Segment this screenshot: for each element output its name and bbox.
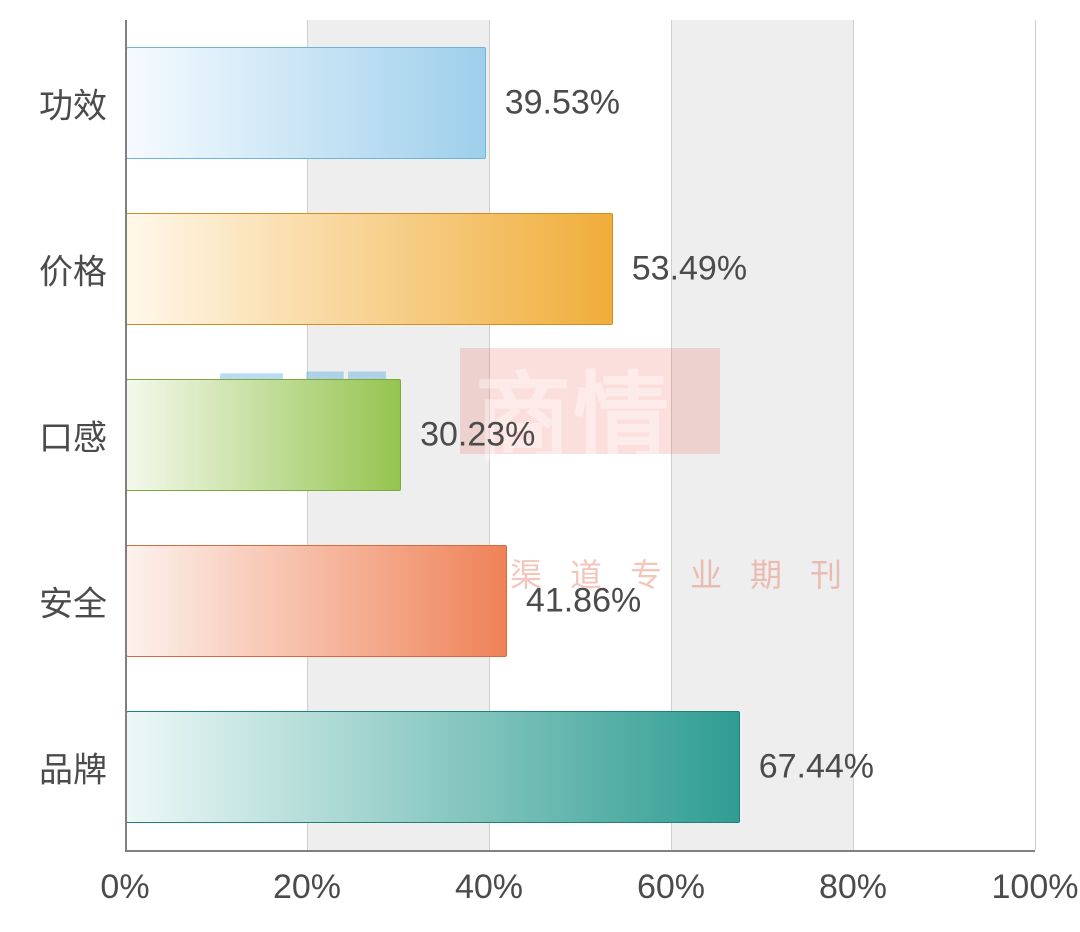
bar-value-label: 39.53% — [505, 84, 620, 123]
x-axis-label: 0% — [100, 868, 149, 907]
y-axis-label: 安全 — [39, 577, 107, 626]
bar-2 — [126, 379, 401, 492]
x-axis-line — [125, 850, 1035, 852]
grid-line — [853, 20, 854, 850]
y-axis-label: 价格 — [39, 245, 107, 294]
x-axis-label: 40% — [455, 868, 523, 907]
bar-4 — [126, 711, 740, 824]
chart-container: 母婴 商情 中国母婴行业渠道专业期刊 39.53%53.49%30.23%41.… — [0, 0, 1080, 932]
x-axis-label: 60% — [637, 868, 705, 907]
x-axis-label: 100% — [992, 868, 1079, 907]
bar-3 — [126, 545, 507, 658]
watermark-main-right: 商情 — [475, 340, 671, 479]
y-axis-label: 品牌 — [39, 743, 107, 792]
x-axis-label: 80% — [819, 868, 887, 907]
y-axis-label: 口感 — [39, 411, 107, 460]
bar-value-label: 41.86% — [526, 582, 641, 621]
y-axis-label: 功效 — [39, 79, 107, 128]
y-axis-line — [125, 20, 127, 850]
grid-line — [1035, 20, 1036, 850]
bar-value-label: 53.49% — [632, 250, 747, 289]
x-axis-label: 20% — [273, 868, 341, 907]
bar-value-label: 30.23% — [420, 416, 535, 455]
bar-value-label: 67.44% — [759, 748, 874, 787]
bar-0 — [126, 47, 486, 160]
grid-stripe — [853, 20, 1035, 850]
bar-1 — [126, 213, 613, 326]
